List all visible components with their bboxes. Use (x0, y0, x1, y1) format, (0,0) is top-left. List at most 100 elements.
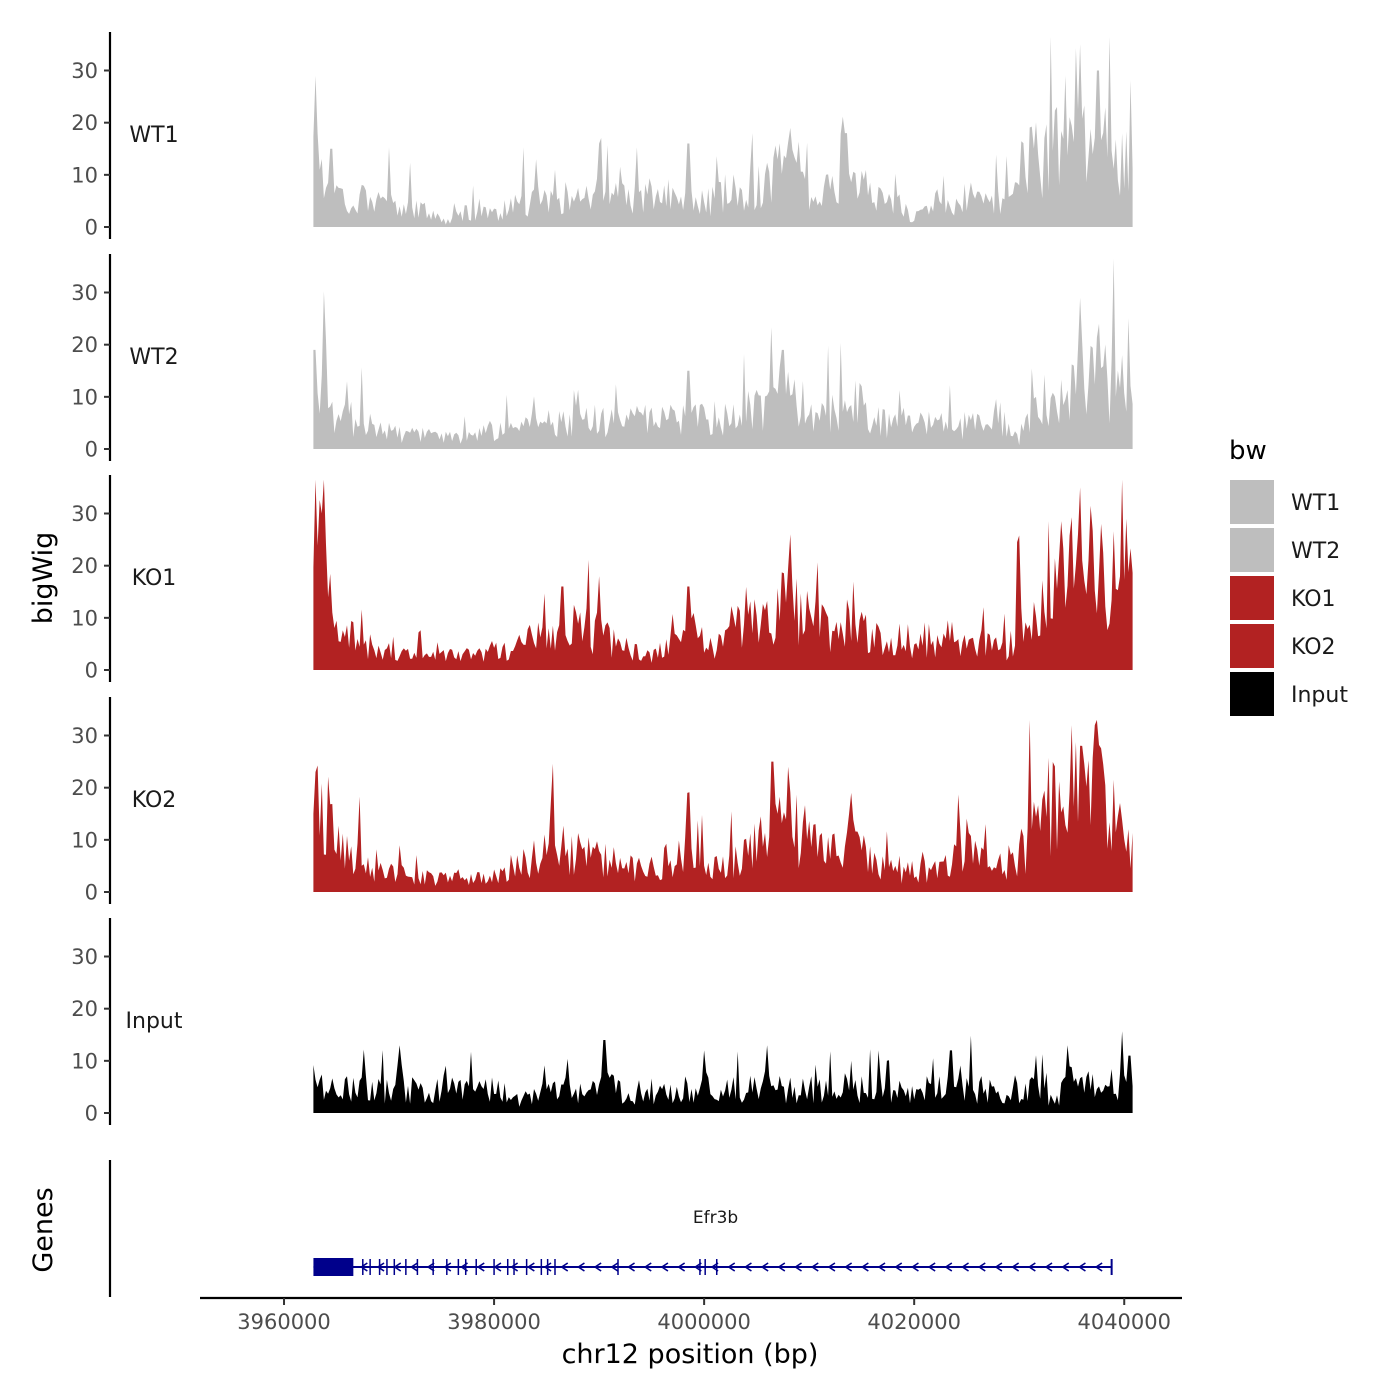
gene-efr3b: Efr3b (313, 1208, 1113, 1276)
x-tick-label: 3960000 (237, 1310, 331, 1334)
x-tick-label: 3980000 (447, 1310, 541, 1334)
y-tick-label: 20 (71, 111, 98, 135)
legend-swatch (1230, 576, 1274, 620)
legend-swatch (1230, 672, 1274, 716)
y-tick-label: 0 (85, 881, 98, 905)
strand-arrow (693, 1262, 702, 1272)
strand-arrow (743, 1262, 752, 1272)
y-tick-label: 30 (71, 502, 98, 526)
strand-arrow (576, 1262, 585, 1272)
strand-arrow (710, 1262, 719, 1272)
track-label: KO2 (132, 788, 177, 813)
strand-arrow (460, 1262, 468, 1272)
legend-label: WT1 (1291, 491, 1340, 516)
strand-arrow (977, 1262, 986, 1272)
strand-arrow (1027, 1262, 1036, 1272)
strand-arrow (510, 1262, 519, 1272)
strand-arrow (961, 1262, 969, 1272)
legend-label: Input (1291, 683, 1348, 708)
y-tick-label: 30 (71, 945, 98, 969)
y-tick-label: 20 (71, 554, 98, 578)
strand-arrow (493, 1262, 502, 1272)
x-axis: 3960000 3980000 4000000 4020000 4040000 (200, 1296, 1182, 1334)
strand-arrow (894, 1262, 903, 1272)
track-panel-ko2: 0 10 20 30 KO2 (71, 697, 1133, 905)
track-panel-wt2: 0 10 20 30 WT2 (71, 254, 1133, 462)
strand-arrow (994, 1262, 1003, 1272)
strand-arrow (627, 1262, 635, 1272)
y-tick-label: 0 (85, 438, 98, 462)
x-tick-label: 4020000 (867, 1310, 961, 1334)
coverage-tracks: 0 10 20 30 WT1 0 10 20 30 WT2 0 10 20 30 KO1 0 10 20 30 KO2… (71, 32, 1133, 1126)
strand-arrow (660, 1262, 669, 1272)
legend-swatch (1230, 480, 1274, 524)
x-tick-label: 4000000 (657, 1310, 751, 1334)
y-tick-label: 20 (71, 997, 98, 1021)
strand-arrow (1061, 1262, 1070, 1272)
y-tick-label: 20 (71, 333, 98, 357)
strand-arrow (593, 1262, 602, 1272)
coverage-area-ko2 (313, 719, 1133, 892)
y-tick-label: 30 (71, 59, 98, 83)
legend: bw WT1 WT2 KO1 KO2 Input (1229, 436, 1348, 716)
y-axis-title: bigWig (28, 532, 59, 625)
y-tick-label: 0 (85, 659, 98, 683)
strand-arrow (877, 1262, 886, 1272)
strand-arrow (1077, 1262, 1086, 1272)
strand-arrow (393, 1262, 402, 1272)
strand-arrow (543, 1262, 552, 1272)
strand-arrow (794, 1262, 802, 1272)
strand-arrow (1094, 1262, 1103, 1272)
strand-arrow (1044, 1262, 1053, 1272)
strand-arrow (944, 1262, 953, 1272)
strand-arrow (860, 1262, 869, 1272)
track-panel-input: 0 10 20 30 Input (71, 918, 1133, 1126)
strand-arrow (760, 1262, 769, 1272)
y-tick-label: 10 (71, 163, 98, 187)
strand-arrow (810, 1262, 819, 1272)
y-tick-label: 10 (71, 1049, 98, 1073)
gene-utr-block (313, 1258, 354, 1276)
strand-arrow (443, 1262, 452, 1272)
gene-label: Efr3b (693, 1208, 738, 1228)
legend-label: KO1 (1291, 587, 1336, 612)
strand-arrow (560, 1262, 569, 1272)
legend-title: bw (1229, 436, 1267, 466)
y-tick-label: 0 (85, 216, 98, 240)
gene-track: Efr3b (108, 1160, 1113, 1297)
coverage-area-wt1 (313, 36, 1133, 227)
coverage-area-ko1 (313, 479, 1133, 670)
legend-label: WT2 (1291, 539, 1340, 564)
track-label: WT1 (129, 123, 178, 148)
strand-arrow (727, 1262, 736, 1272)
y-tick-label: 30 (71, 724, 98, 748)
strand-arrow (376, 1262, 385, 1272)
y-tick-label: 10 (71, 606, 98, 630)
x-tick-label: 4040000 (1077, 1310, 1171, 1334)
y-tick-label: 10 (71, 828, 98, 852)
y-tick-label: 20 (71, 776, 98, 800)
coverage-area-input (313, 1031, 1133, 1113)
strand-arrow (777, 1262, 786, 1272)
track-label: KO1 (132, 566, 177, 591)
strand-arrow (927, 1262, 936, 1272)
strand-arrow (677, 1262, 686, 1272)
legend-swatch (1230, 528, 1274, 572)
legend-swatch (1230, 624, 1274, 668)
coverage-area-wt2 (313, 258, 1133, 449)
track-label: WT2 (129, 345, 178, 370)
strand-arrow (643, 1262, 652, 1272)
track-label: Input (126, 1009, 183, 1034)
y-tick-label: 10 (71, 385, 98, 409)
strand-arrow (1011, 1262, 1020, 1272)
track-panel-ko1: 0 10 20 30 KO1 (71, 475, 1133, 683)
track-panel-wt1: 0 10 20 30 WT1 (71, 32, 1133, 240)
strand-arrow (359, 1262, 368, 1272)
x-axis-title: chr12 position (bp) (562, 1339, 819, 1370)
legend-label: KO2 (1291, 635, 1336, 660)
strand-arrow (827, 1262, 836, 1272)
strand-arrow (476, 1262, 485, 1272)
strand-arrow (409, 1262, 418, 1272)
strand-arrow (426, 1262, 435, 1272)
